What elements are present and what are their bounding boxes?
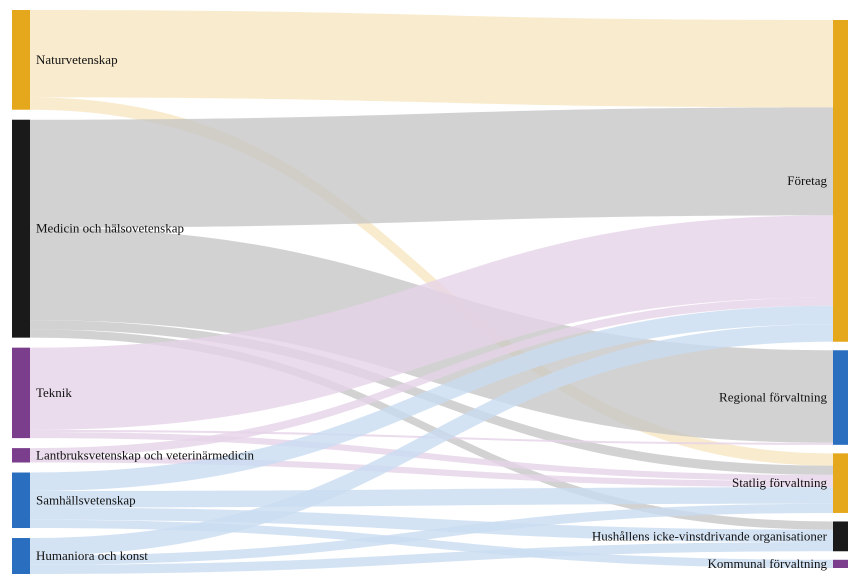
link-med-hush (30, 329, 833, 530)
source-label-nat: Naturvetenskap (36, 52, 118, 67)
link-hum-hush (30, 542, 833, 574)
sankey-labels: Naturvetenskap Medicin och hälsovetenskap… (36, 52, 828, 571)
source-node-med (12, 119, 30, 338)
link-sam-stat (30, 487, 833, 508)
target-node-kom (833, 559, 848, 568)
target-label-hush: Hushållens icke-vinstdrivande organisati… (592, 528, 828, 543)
link-med-for (30, 107, 833, 228)
sankey-links (30, 10, 833, 574)
target-node-for (833, 20, 848, 342)
target-node-reg (833, 350, 848, 445)
source-node-sam (12, 472, 30, 529)
source-node-tek (12, 347, 30, 439)
link-sam-for (30, 305, 833, 492)
sankey-nodes (12, 10, 848, 574)
source-label-tek: Teknik (36, 385, 72, 400)
link-nat-for (30, 10, 833, 108)
source-node-nat (12, 10, 30, 110)
source-label-hum: Humaniora och konst (36, 548, 148, 563)
target-label-stat: Statlig förvaltning (732, 475, 827, 490)
target-label-kom: Kommunal förvaltning (707, 556, 827, 571)
source-label-med: Medicin och hälsovetenskap (36, 221, 184, 236)
source-node-hum (12, 538, 30, 574)
target-node-hush (833, 521, 848, 552)
link-hum-stat (30, 503, 833, 565)
target-label-reg: Regional förvaltning (719, 390, 827, 405)
link-tek-stat (30, 431, 833, 482)
link-hum-for (30, 324, 833, 556)
source-node-lant (12, 448, 30, 463)
source-label-sam: Samhällsvetenskap (36, 492, 136, 507)
target-node-stat (833, 453, 848, 513)
source-label-lant: Lantbruksvetenskap och veterinärmedicin (36, 447, 255, 462)
link-tek-for (30, 215, 833, 430)
link-lant-for (30, 297, 833, 457)
target-label-for: Företag (787, 173, 827, 188)
